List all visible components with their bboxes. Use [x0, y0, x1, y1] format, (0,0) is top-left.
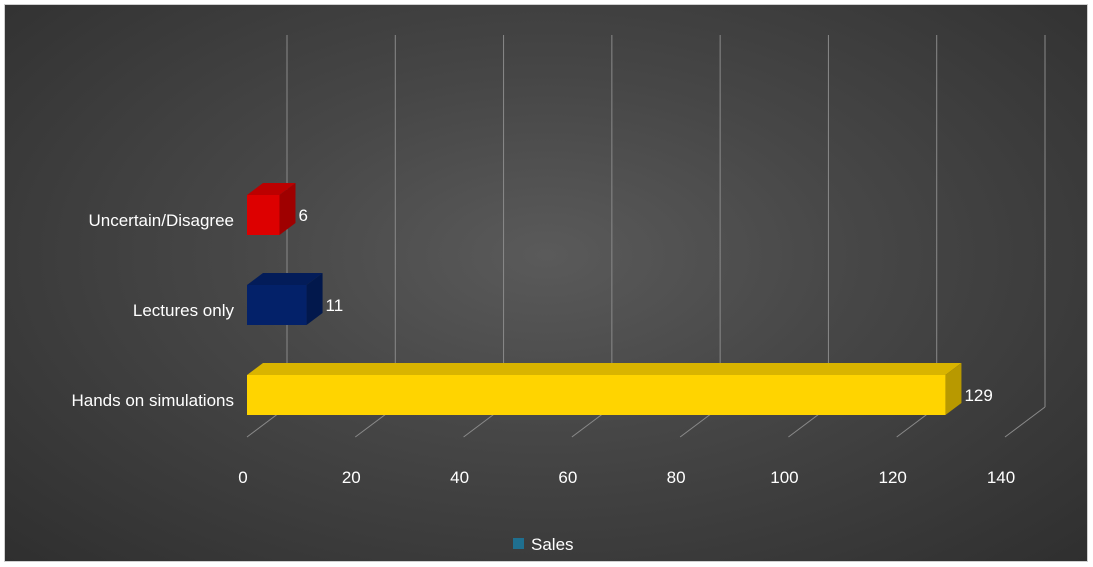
x-tick-label: 80: [667, 468, 686, 487]
legend-swatch-sales: [513, 538, 524, 549]
bar-front-face: [247, 195, 279, 235]
bar-front-face: [247, 285, 307, 325]
x-axis-ticks: 0 20 40 60 80 100 120 140: [238, 468, 1015, 487]
x-tick-label: 40: [450, 468, 469, 487]
legend: Sales: [513, 535, 574, 554]
bar-chart: 0 20 40 60 80 100 120 140 Hands on simulations L…: [5, 5, 1089, 563]
bars: [247, 183, 961, 415]
bar-top-face: [247, 363, 961, 375]
x-tick-label: 120: [879, 468, 907, 487]
legend-label-sales: Sales: [531, 535, 574, 554]
data-label: 6: [298, 206, 307, 225]
category-labels: Hands on simulations Lectures only Uncerta…: [71, 211, 234, 410]
bar: [247, 363, 961, 415]
category-label: Uncertain/Disagree: [88, 211, 234, 230]
data-label: 11: [326, 296, 344, 315]
x-tick-label: 140: [987, 468, 1015, 487]
category-label: Hands on simulations: [71, 391, 234, 410]
x-tick-label: 0: [238, 468, 247, 487]
bar: [247, 273, 323, 325]
x-tick-label: 20: [342, 468, 361, 487]
category-label: Lectures only: [133, 301, 235, 320]
x-tick-label: 100: [770, 468, 798, 487]
data-label: 129: [964, 386, 992, 405]
x-tick-label: 60: [558, 468, 577, 487]
floor-gridline: [1005, 407, 1045, 437]
bar-front-face: [247, 375, 945, 415]
bar: [247, 183, 295, 235]
chart-area: 0 20 40 60 80 100 120 140 Hands on simulations L…: [4, 4, 1088, 562]
